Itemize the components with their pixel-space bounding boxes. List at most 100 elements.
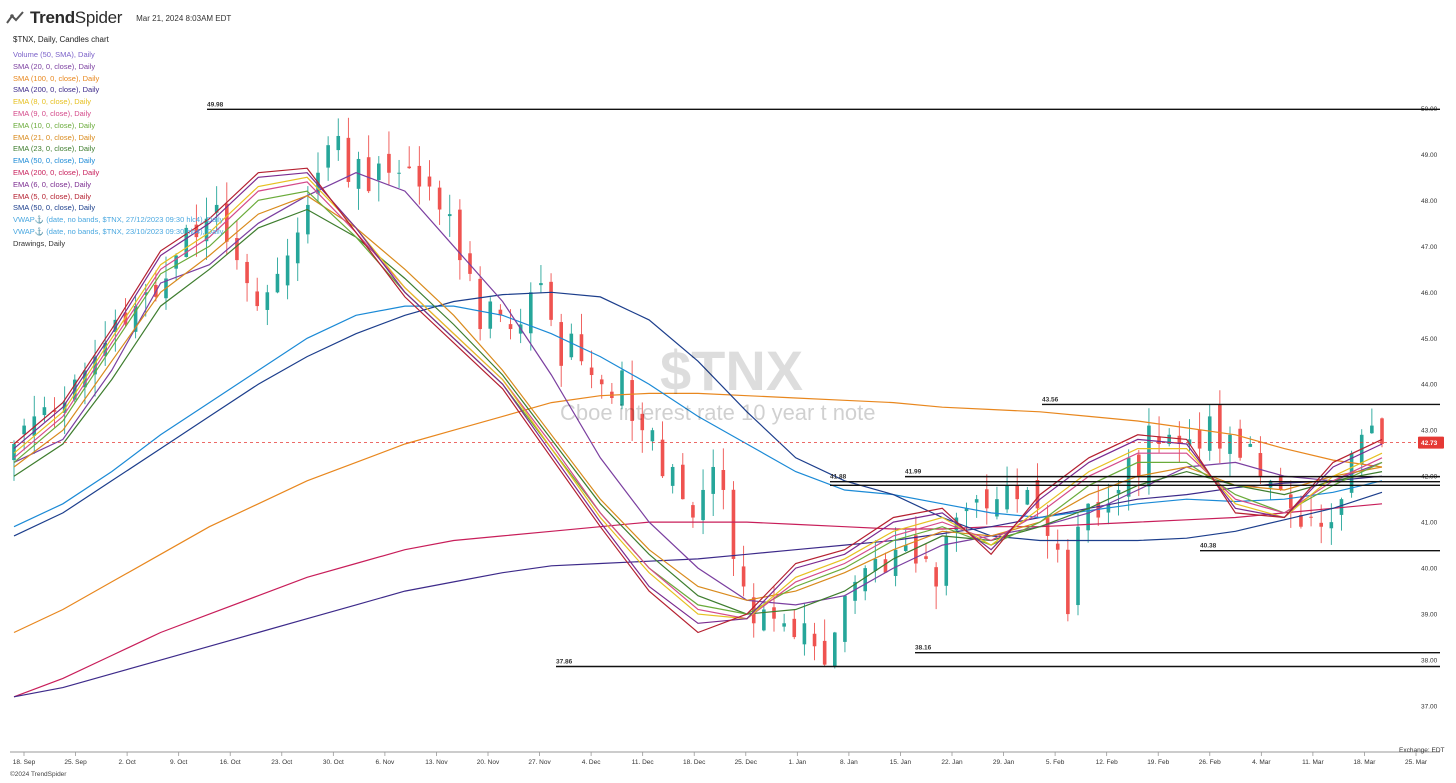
candle-body[interactable] (559, 322, 563, 366)
candle-body[interactable] (1238, 428, 1242, 458)
candle-body[interactable] (1157, 436, 1161, 444)
candle-body[interactable] (1086, 503, 1090, 531)
legend-item[interactable]: SMA (100, 0, close), Daily (13, 73, 100, 83)
candle-body[interactable] (214, 204, 219, 213)
candle-body[interactable] (295, 232, 300, 264)
candle-body[interactable] (366, 157, 371, 192)
candle-body[interactable] (1228, 434, 1232, 454)
candle-body[interactable] (1177, 435, 1182, 444)
legend-item[interactable]: EMA (8, 0, close), Daily (13, 97, 91, 107)
candle-body[interactable] (903, 545, 908, 552)
candle-body[interactable] (387, 153, 391, 173)
candle-body[interactable] (225, 203, 229, 242)
candle-body[interactable] (569, 333, 574, 358)
candle-body[interactable] (184, 227, 189, 258)
candle-body[interactable] (1329, 522, 1334, 529)
candle-body[interactable] (974, 499, 979, 503)
candle-body[interactable] (731, 489, 736, 559)
candle-body[interactable] (1066, 549, 1070, 615)
candle-body[interactable] (934, 567, 938, 587)
legend-item[interactable]: EMA (23, 0, close), Daily (13, 144, 96, 154)
candle-body[interactable] (468, 253, 472, 274)
candle-body[interactable] (944, 535, 949, 586)
candle-body[interactable] (93, 356, 97, 375)
candle-body[interactable] (630, 380, 634, 421)
candle-body[interactable] (255, 291, 259, 307)
candle-body[interactable] (1137, 454, 1141, 477)
candle-body[interactable] (1370, 425, 1374, 434)
candle-body[interactable] (1035, 480, 1040, 509)
legend-item[interactable]: EMA (21, 0, close), Daily (13, 132, 96, 142)
candle-body[interactable] (741, 566, 746, 587)
candle-body[interactable] (407, 166, 411, 169)
candle-body[interactable] (772, 607, 776, 619)
candle-body[interactable] (1278, 475, 1283, 490)
candle-body[interactable] (143, 292, 148, 295)
legend-item[interactable]: EMA (6, 0, close), Daily (13, 179, 91, 189)
candle-body[interactable] (670, 466, 675, 486)
legend-item[interactable]: SMA (20, 0, close), Daily (13, 61, 96, 71)
legend-item[interactable]: EMA (200, 0, close), Daily (13, 167, 100, 177)
candle-body[interactable] (1025, 489, 1030, 505)
legend-item[interactable]: SMA (200, 0, close), Daily (13, 85, 100, 95)
candle-body[interactable] (924, 556, 928, 559)
candle-body[interactable] (853, 581, 857, 601)
legend-item[interactable]: EMA (10, 0, close), Daily (13, 120, 96, 130)
candle-body[interactable] (194, 224, 199, 238)
candle-body[interactable] (306, 204, 310, 235)
candle-body[interactable] (103, 342, 107, 356)
legend-item[interactable]: EMA (9, 0, close), Daily (13, 108, 91, 118)
candle-body[interactable] (204, 218, 209, 242)
candle-body[interactable] (12, 443, 16, 461)
candle-body[interactable] (802, 623, 807, 645)
candle-body[interactable] (62, 402, 67, 413)
candle-body[interactable] (275, 273, 280, 293)
candle-body[interactable] (995, 499, 999, 517)
candle-body[interactable] (863, 568, 867, 592)
candle-body[interactable] (1218, 405, 1222, 449)
legend-item[interactable]: EMA (5, 0, close), Daily (13, 191, 91, 201)
candle-body[interactable] (792, 618, 797, 638)
candle-body[interactable] (22, 425, 26, 435)
candle-body[interactable] (235, 238, 239, 261)
candle-body[interactable] (1309, 516, 1313, 518)
candle-body[interactable] (549, 281, 553, 320)
candle-body[interactable] (1248, 443, 1253, 447)
candle-body[interactable] (498, 309, 503, 316)
candle-body[interactable] (873, 558, 878, 571)
candle-body[interactable] (812, 633, 817, 647)
candle-body[interactable] (488, 301, 493, 329)
candle-body[interactable] (336, 135, 341, 151)
candle-body[interactable] (1380, 418, 1384, 444)
candle-body[interactable] (1055, 543, 1060, 550)
candle-body[interactable] (377, 163, 381, 181)
candle-body[interactable] (985, 489, 989, 509)
legend-item[interactable]: VWAP⚓ (date, no bands, $TNX, 27/12/2023 … (13, 215, 224, 225)
candle-body[interactable] (508, 324, 513, 330)
candle-body[interactable] (1147, 425, 1151, 487)
legend-item[interactable]: Drawings, Daily (13, 238, 66, 248)
candle-body[interactable] (1187, 439, 1192, 445)
candle-body[interactable] (893, 549, 898, 576)
candle-body[interactable] (964, 508, 969, 512)
candle-body[interactable] (640, 413, 645, 431)
candle-body[interactable] (589, 367, 594, 376)
candle-body[interactable] (782, 623, 786, 627)
candle-body[interactable] (437, 187, 442, 210)
candle-body[interactable] (447, 214, 452, 217)
candle-body[interactable] (1015, 485, 1019, 500)
legend-item[interactable]: SMA (50, 0, close), Daily (13, 203, 96, 213)
candle-body[interactable] (650, 430, 655, 442)
candle-body[interactable] (113, 319, 118, 333)
candle-body[interactable] (539, 283, 543, 286)
candle-body[interactable] (1319, 522, 1323, 527)
candle-body[interactable] (417, 165, 422, 187)
candle-body[interactable] (660, 439, 665, 477)
candle-body[interactable] (346, 137, 351, 182)
candle-body[interactable] (1207, 416, 1212, 451)
legend-item[interactable]: EMA (50, 0, close), Daily (13, 156, 96, 166)
candle-body[interactable] (1197, 429, 1202, 449)
candle-body[interactable] (42, 407, 47, 416)
candle-body[interactable] (1076, 526, 1080, 606)
